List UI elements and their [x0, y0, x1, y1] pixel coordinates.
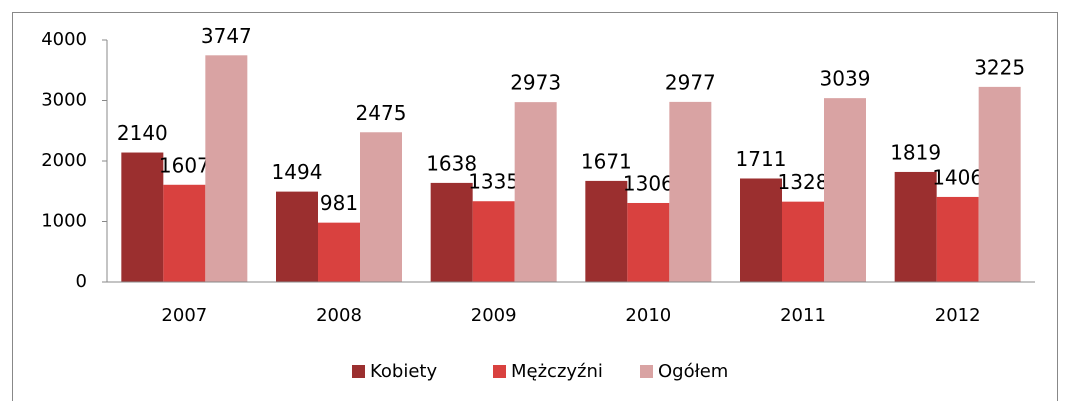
legend-label: Kobiety	[370, 361, 437, 382]
x-tick-label: 2008	[316, 305, 362, 326]
legend-label: Ogółem	[658, 361, 728, 382]
value-label: 1711	[736, 147, 787, 171]
bar	[936, 196, 979, 282]
value-label: 3039	[820, 67, 871, 91]
bar	[669, 101, 712, 282]
x-tick-label: 2009	[471, 305, 517, 326]
bar	[894, 171, 937, 282]
bar	[163, 184, 206, 282]
y-tick-label: 1000	[41, 211, 87, 232]
legend-swatch	[493, 365, 506, 378]
bar	[472, 201, 515, 282]
bar	[782, 201, 824, 282]
value-label: 2973	[510, 71, 561, 95]
y-tick-label: 3000	[41, 90, 87, 111]
value-label: 1335	[468, 170, 519, 194]
legend-swatch	[352, 365, 365, 378]
bar	[514, 102, 557, 282]
bar	[585, 180, 628, 282]
x-tick-label: 2011	[780, 305, 826, 326]
value-label: 1638	[426, 151, 477, 175]
value-label: 1328	[778, 170, 829, 194]
bar	[276, 191, 318, 282]
x-tick-label: 2010	[625, 305, 671, 326]
chart-frame	[12, 12, 1058, 401]
value-label: 3225	[974, 55, 1025, 79]
value-label: 2977	[665, 70, 716, 94]
y-tick-label: 4000	[41, 29, 87, 50]
y-tick-label: 0	[76, 271, 87, 292]
bar	[627, 202, 670, 282]
bar	[121, 152, 164, 282]
bar	[740, 178, 782, 282]
value-label: 1306	[623, 171, 674, 195]
legend-label: Mężczyźni	[511, 361, 603, 382]
value-label: 3747	[201, 24, 252, 48]
bar	[205, 55, 248, 282]
bar	[978, 86, 1021, 282]
x-tick-label: 2007	[161, 305, 207, 326]
value-label: 2140	[117, 121, 168, 145]
legend-swatch	[640, 365, 653, 378]
value-label: 1819	[890, 140, 941, 164]
x-tick-label: 2012	[935, 305, 981, 326]
bar	[430, 182, 473, 282]
bar	[318, 222, 360, 282]
y-tick-label: 2000	[41, 150, 87, 171]
bar	[824, 98, 866, 282]
value-label: 1671	[581, 149, 632, 173]
value-label: 1607	[159, 153, 210, 177]
bar	[360, 132, 402, 282]
value-label: 981	[320, 191, 358, 215]
value-label: 2475	[356, 101, 407, 125]
value-label: 1494	[272, 160, 323, 184]
value-label: 1406	[932, 165, 983, 189]
